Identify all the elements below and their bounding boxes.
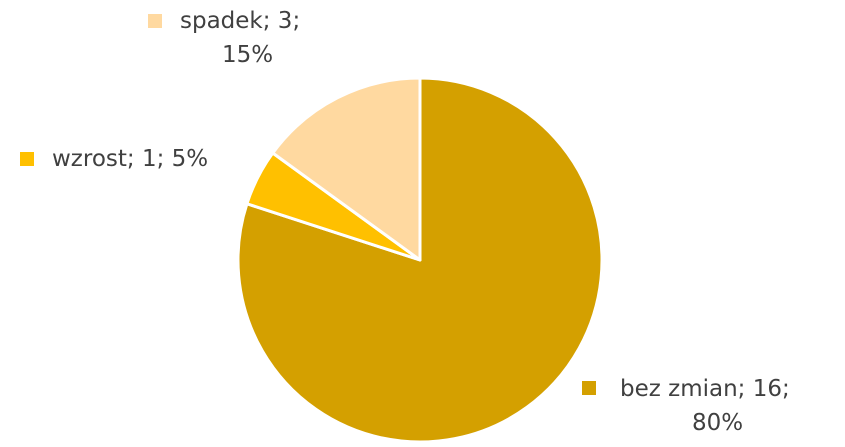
pie-slice-spadek <box>271 76 422 262</box>
legend-key-wzrost <box>20 152 34 166</box>
pie-slice-bez-zmian <box>236 76 604 444</box>
data-label-wzrost-line1: wzrost; 1; 5% <box>52 146 209 172</box>
data-label-spadek: spadek; 3; 15% <box>180 4 300 72</box>
data-label-bez-zmian-line1: bez zmian; 16; <box>620 376 790 402</box>
data-label-bez-zmian: bez zmian; 16; 80% <box>620 372 790 440</box>
data-label-bez-zmian-line2: 80% <box>692 410 744 436</box>
data-label-wzrost: wzrost; 1; 5% <box>52 142 208 176</box>
legend-key-spadek <box>148 14 162 28</box>
legend-key-bez-zmian <box>582 381 596 395</box>
data-label-spadek-line1: spadek; 3; <box>180 8 301 34</box>
data-label-spadek-line2: 15% <box>222 42 274 68</box>
